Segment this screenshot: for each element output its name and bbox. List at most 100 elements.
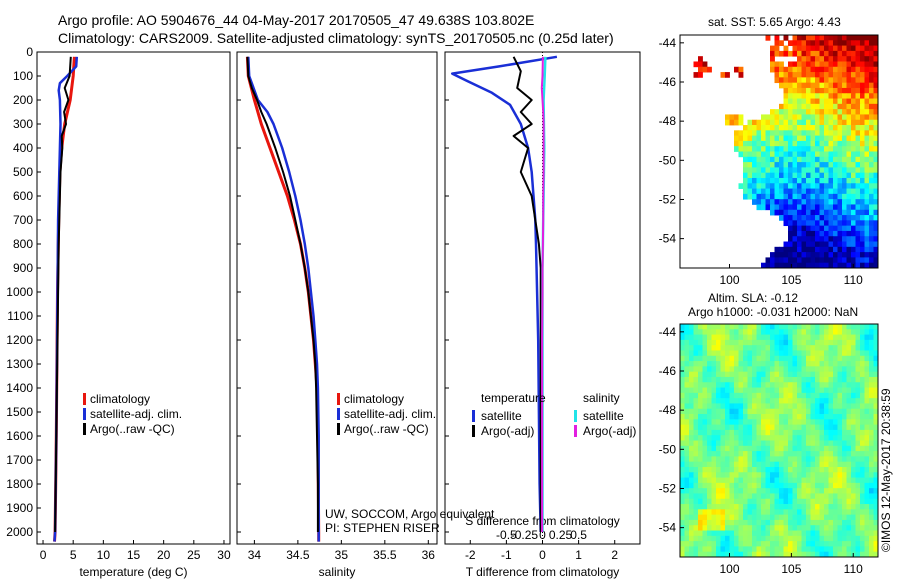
sla-map-cell [855, 324, 861, 330]
sla-map-cell [720, 466, 726, 473]
sla-map-cell [711, 456, 717, 463]
sla-map-cell [711, 419, 717, 426]
sst-map-cell [819, 61, 825, 68]
sla-map-cell [810, 514, 816, 521]
sst-map-cell [765, 193, 771, 200]
sst-map-cell [788, 77, 793, 84]
sla-map-cell [761, 525, 766, 531]
sla-map-cell [864, 324, 870, 330]
sst-map-cell [774, 199, 780, 205]
sla-map-cell [869, 466, 874, 473]
sst-map-cell [806, 225, 811, 232]
sla-map-cell [761, 408, 766, 415]
sst-map-cell [770, 66, 775, 73]
sla-map-cell [837, 403, 843, 410]
sst-map-cell [869, 77, 874, 84]
sla-map-cell [860, 366, 865, 373]
sla-map-cell [864, 435, 870, 441]
sst-map-cell [873, 66, 879, 73]
sla-map-cell [738, 451, 744, 457]
sst-map-cell [770, 119, 775, 126]
sst-map-cell [860, 162, 865, 168]
sla-map-cell [720, 472, 726, 478]
sst-map-cell [851, 167, 856, 174]
sst-map-cell [828, 177, 834, 184]
sla-map-cell [707, 429, 712, 436]
sla-map-cell [684, 509, 690, 516]
sst-map-cell [774, 252, 780, 258]
sla-map-cell [873, 403, 879, 410]
sla-map-cell [698, 403, 703, 410]
sla-map-cell [756, 329, 762, 335]
sla-map-cell [684, 461, 690, 468]
top-xtick-label: 0 [539, 528, 546, 542]
sla-map-cell [734, 493, 739, 500]
sla-map-cell [729, 498, 735, 505]
sst-map-cell [806, 209, 811, 216]
sla-map-cell [756, 429, 762, 436]
sla-map-cell [774, 509, 780, 516]
sla-map-cell [833, 419, 838, 426]
sst-map-cell [842, 151, 847, 158]
sla-map-cell [680, 435, 685, 441]
sla-map-cell [711, 451, 717, 457]
sst-map-cell [801, 77, 807, 84]
sla-map-cell [698, 435, 703, 441]
sla-map-cell [855, 541, 861, 547]
sla-map-cell [734, 488, 739, 494]
sla-map-cell [707, 530, 712, 537]
sla-map-cell [779, 382, 784, 388]
sst-map-cell [774, 151, 780, 158]
sst-map-cell [828, 93, 834, 99]
sla-map-cell [720, 324, 726, 330]
sst-map-ytick-label: -44 [659, 36, 677, 50]
sst-map-cell [806, 82, 811, 89]
sla-map-cell [819, 424, 825, 431]
temperature-ytick-label: 1400 [6, 381, 33, 395]
sst-map-cell [824, 50, 829, 57]
sla-map-cell [873, 350, 879, 357]
sst-map-cell [815, 35, 820, 41]
sst-map-cell [783, 215, 789, 221]
sla-map-cell [747, 440, 753, 447]
sla-map-cell [806, 551, 811, 558]
sst-map-cell [828, 230, 834, 237]
sst-map-cell [806, 50, 811, 57]
sla-map-cell [788, 504, 793, 510]
sla-map-xtick-label: 100 [719, 562, 739, 576]
sla-map-cell [720, 339, 726, 346]
sla-map-cell [702, 482, 708, 489]
sla-map-cell [702, 488, 708, 494]
temperature-ytick-label: 900 [13, 261, 33, 275]
sla-map-cell [783, 541, 789, 547]
sla-map-cell [824, 451, 829, 457]
sst-map-cell [864, 72, 870, 78]
sst-map-cell [765, 167, 771, 174]
sst-map-cell [806, 45, 811, 52]
sla-map-cell [684, 456, 690, 463]
sla-map-cell [828, 334, 834, 341]
sst-map-cell [846, 183, 852, 189]
sla-map-cell [842, 440, 847, 447]
sla-map-cell [693, 466, 699, 473]
sla-map-cell [783, 461, 789, 468]
sla-map-cell [761, 456, 766, 463]
sst-map-cell [788, 241, 793, 248]
sst-map-cell [828, 72, 834, 78]
sla-map-cell [729, 541, 735, 547]
sla-map-cell [680, 429, 685, 436]
sst-map-cell [810, 140, 816, 147]
sla-map-cell [810, 440, 816, 447]
sst-map-cell [747, 130, 753, 137]
sst-map-cell [774, 156, 780, 163]
temperature-xtick-label: 20 [157, 548, 171, 562]
sst-map-cell [743, 130, 748, 137]
sst-map-cell [873, 146, 879, 152]
sst-map-cell [833, 56, 838, 62]
sst-map-cell [851, 45, 856, 52]
sla-map-cell [680, 472, 685, 478]
sst-map-cell [837, 87, 843, 94]
sst-map-cell [806, 236, 811, 242]
sst-map-cell [819, 177, 825, 184]
sla-map-cell [711, 376, 717, 383]
